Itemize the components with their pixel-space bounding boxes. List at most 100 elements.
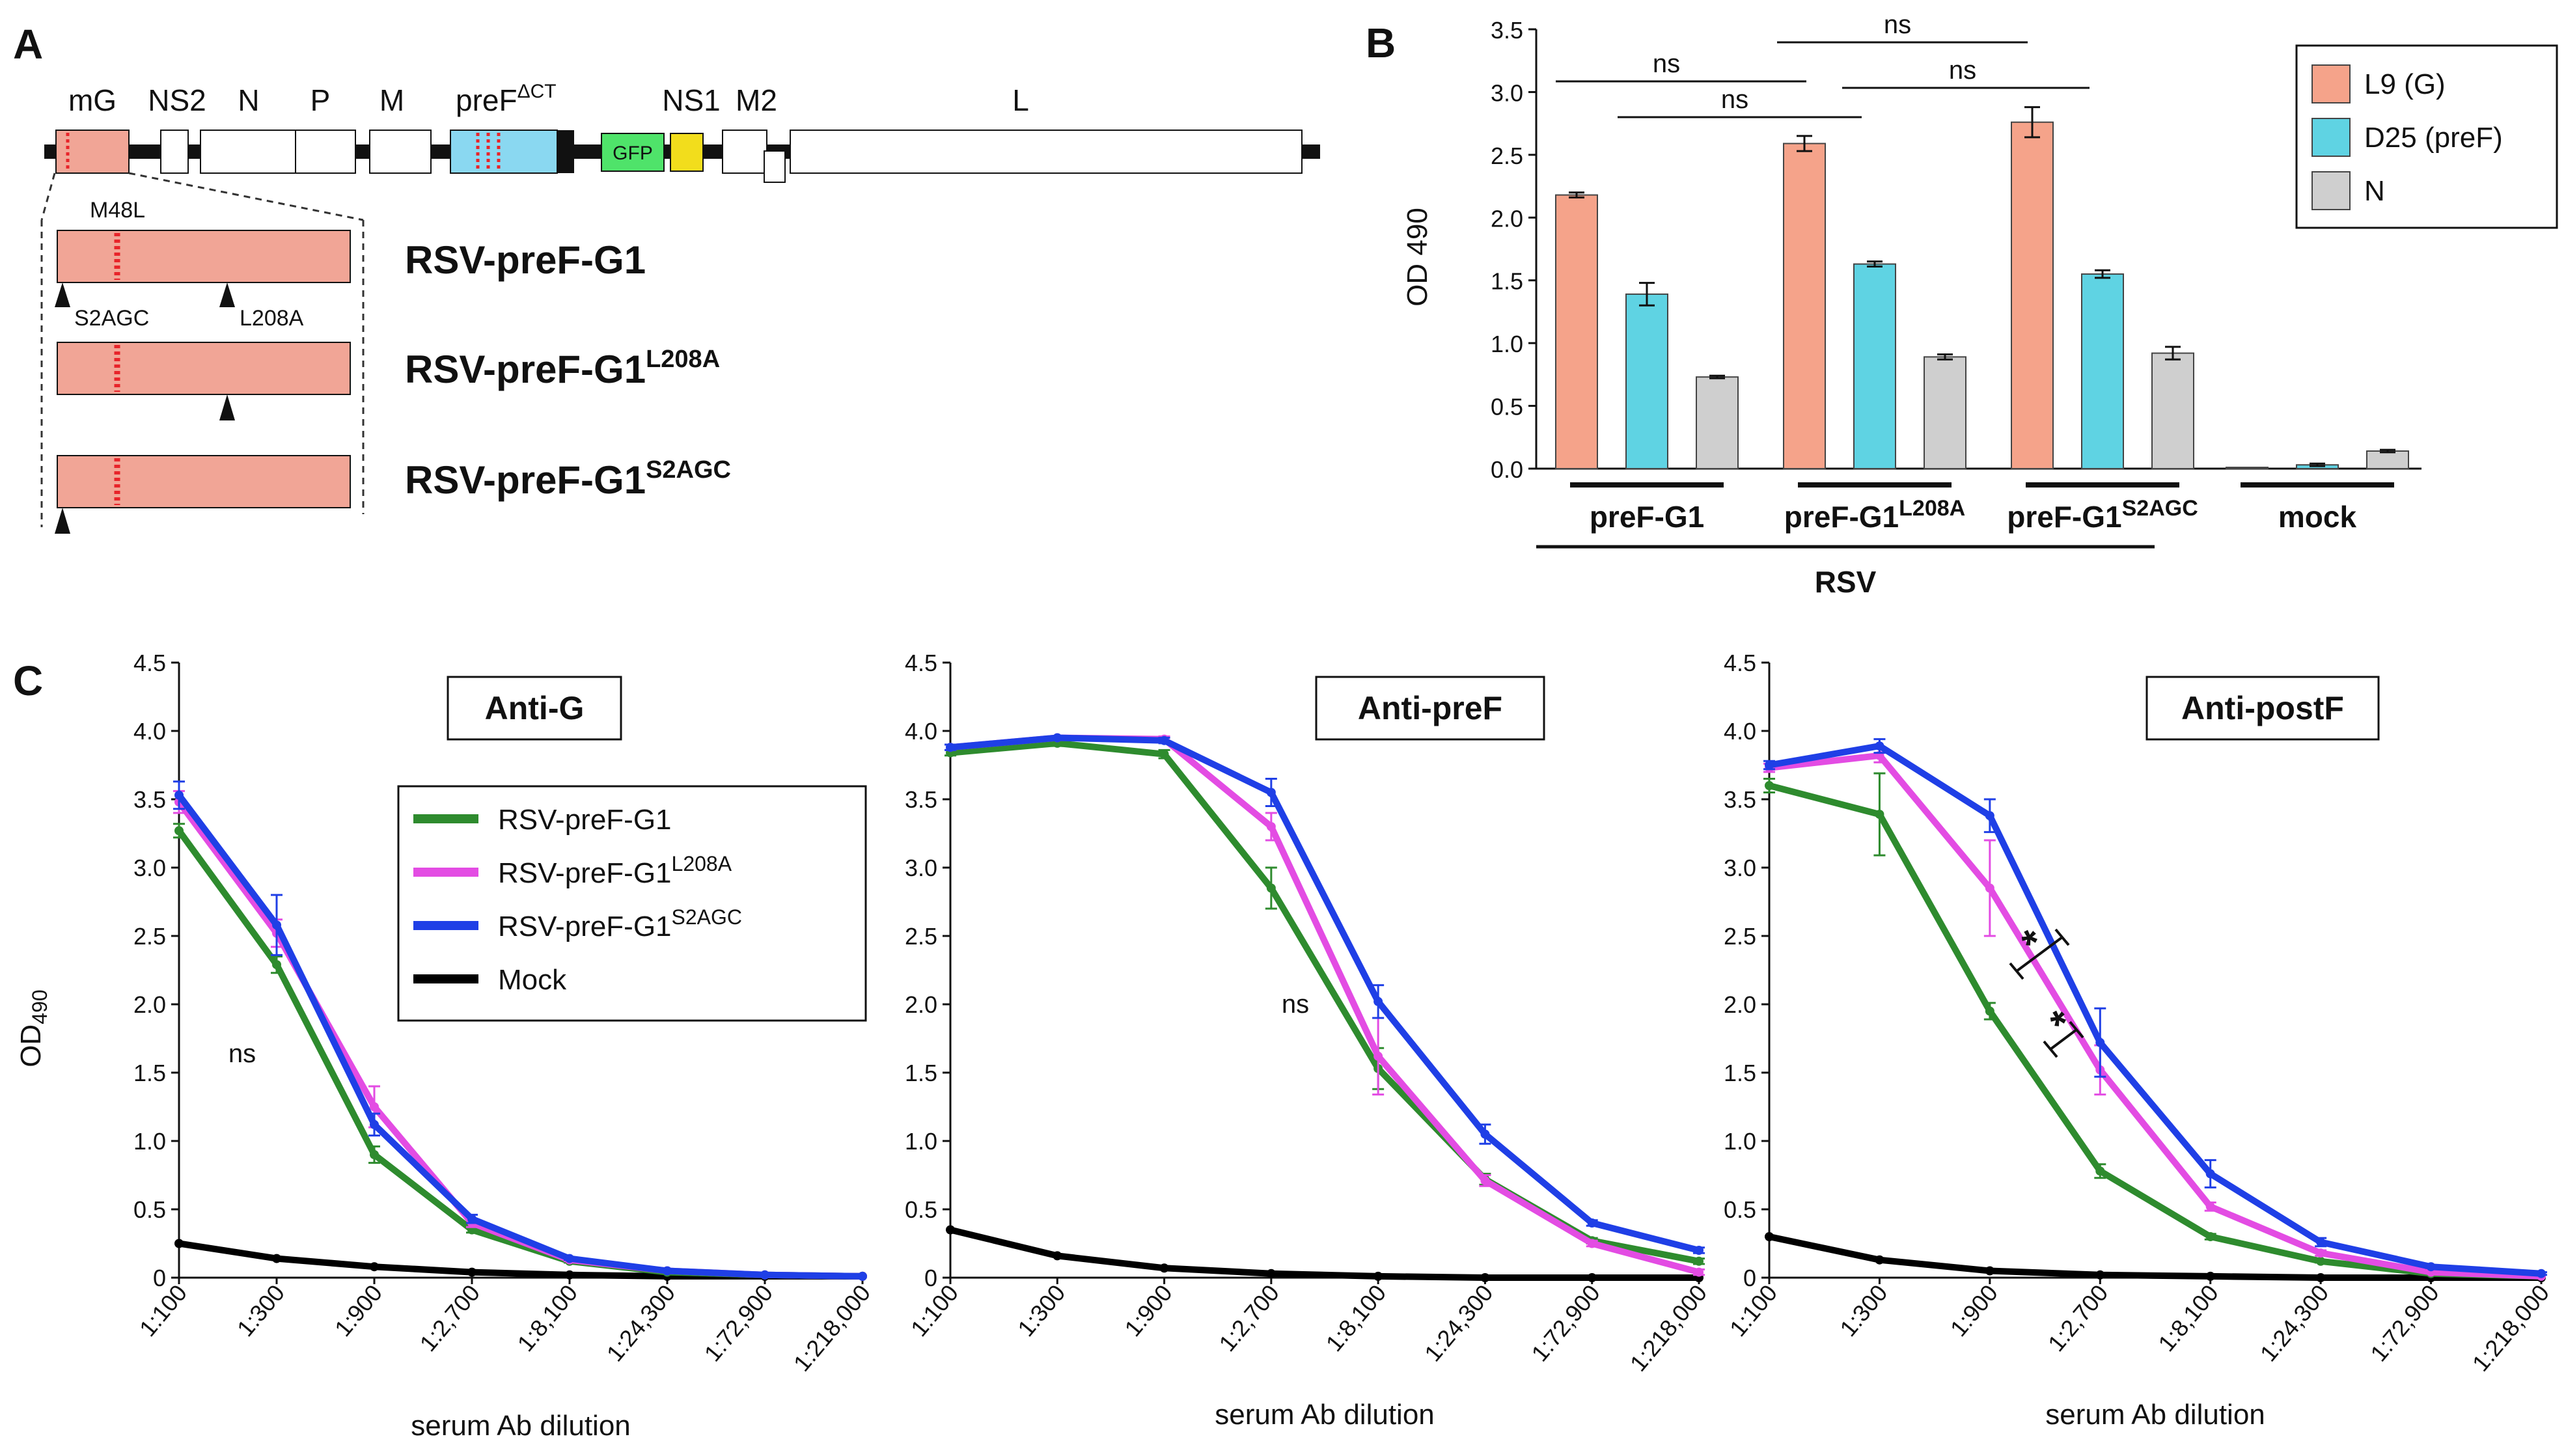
b-category-label: mock bbox=[2278, 500, 2357, 534]
c-data-point bbox=[1053, 733, 1062, 743]
c-title: Anti-preF bbox=[1358, 690, 1502, 726]
c-x-tick-label: 1:100 bbox=[134, 1280, 192, 1341]
c-series-line bbox=[1769, 752, 2542, 1280]
construct-label-s2agc: RSV-preF-G1S2AGC bbox=[405, 456, 731, 502]
c-data-point bbox=[2205, 1202, 2215, 1211]
gene-label-NS2: NS2 bbox=[148, 83, 206, 117]
c-x-tick-label: 1:2,700 bbox=[415, 1280, 486, 1356]
c-x-tick-label: 1:300 bbox=[1834, 1280, 1892, 1341]
c-title-box bbox=[1315, 676, 1545, 741]
c-title: Anti-postF bbox=[2181, 690, 2344, 726]
c-data-point bbox=[1765, 1232, 1774, 1241]
c-legend-label: RSV-preF-G1L208A bbox=[498, 852, 732, 889]
c-data-point bbox=[370, 1150, 379, 1159]
c-data-point bbox=[370, 1119, 379, 1129]
c-data-point bbox=[272, 920, 281, 930]
gene-label-L: L bbox=[1012, 83, 1029, 117]
c-x-tick-label: 1:24,300 bbox=[2255, 1280, 2334, 1367]
c-y-tick-label: 1.5 bbox=[133, 1060, 166, 1086]
b-significance: ns ns ns ns bbox=[1556, 10, 2090, 118]
construct-bar-l208a bbox=[57, 342, 351, 395]
c-ylabel: OD490 bbox=[15, 989, 51, 1067]
c-data-point bbox=[1266, 883, 1276, 893]
panel-b: B OD 490 0.00.51.01.52.02.53.03.5 nsnsns… bbox=[1366, 10, 2558, 599]
c-y-tick-label: 3.5 bbox=[133, 786, 166, 813]
c-data-point bbox=[1765, 760, 1774, 770]
c-x-tick-label: 1:2,700 bbox=[2043, 1280, 2114, 1356]
b-y-tick-label: 0.5 bbox=[1491, 394, 1523, 420]
mutation-label-m48l: M48L bbox=[90, 198, 145, 223]
gene-GFP bbox=[601, 133, 665, 172]
c-data-point bbox=[946, 743, 955, 752]
c-data-point bbox=[1159, 749, 1169, 759]
panel-b-label: B bbox=[1366, 20, 1396, 66]
c-x-tick-label: 1:100 bbox=[905, 1280, 963, 1341]
c-data-point bbox=[2205, 1232, 2215, 1241]
b-bars bbox=[1555, 106, 2409, 470]
panel-c-label: C bbox=[13, 657, 43, 704]
c-x-tick-label: 1:24,300 bbox=[601, 1280, 680, 1367]
b-legend: L9 (G) D25 (preF) N bbox=[2295, 44, 2558, 229]
c-x-tick-label: 1:2,700 bbox=[1213, 1280, 1284, 1356]
gene-N bbox=[200, 130, 296, 174]
c-data-point bbox=[1480, 1273, 1490, 1282]
c-x-tick-label: 1:218,000 bbox=[788, 1280, 876, 1377]
mutation-label-s2agc: S2AGC bbox=[74, 306, 149, 331]
c-data-point bbox=[2316, 1237, 2326, 1247]
b-legend-swatch bbox=[2311, 118, 2351, 157]
gene-label-mG: mG bbox=[68, 83, 117, 117]
c-data-point bbox=[2316, 1248, 2326, 1258]
b-y-tick-label: 2.0 bbox=[1491, 205, 1523, 232]
gene-label-P: P bbox=[310, 83, 331, 117]
c-y-tick-label: 1.5 bbox=[1724, 1060, 1756, 1086]
c-data-point bbox=[1373, 1051, 1383, 1061]
c-x-tick-label: 1:8,100 bbox=[2153, 1280, 2224, 1356]
construct-label-g1: RSV-preF-G1 bbox=[405, 238, 646, 282]
gene-label-M: M bbox=[379, 83, 404, 117]
b-category-label: preF-G1S2AGC bbox=[2007, 496, 2198, 534]
b-bar bbox=[1924, 356, 1966, 469]
c-xlabel: serum Ab dilution bbox=[2045, 1399, 2265, 1431]
c-sig-bracket bbox=[2069, 1021, 2084, 1039]
c-legend: RSV-preF-G1 RSV-preF-G1L208A RSV-preF-G1S2… bbox=[397, 785, 867, 1022]
c-y-tick-label: 2.5 bbox=[905, 923, 937, 950]
b-ns-label: ns bbox=[1721, 85, 1748, 114]
c-x-tick-label: 1:72,900 bbox=[2365, 1280, 2444, 1367]
b-bar bbox=[1783, 143, 1826, 469]
b-category-label: preF-G1 bbox=[1590, 500, 1704, 534]
c-y-tick-label: 2.0 bbox=[1724, 991, 1756, 1018]
b-legend-label: N bbox=[2364, 175, 2385, 207]
genome-map: GFP mG NS2 N P M preFΔCT NS1 M2 L bbox=[44, 81, 1320, 183]
b-legend-label: D25 (preF) bbox=[2364, 122, 2503, 154]
c-data-point bbox=[467, 1267, 476, 1277]
gene-label-N: N bbox=[238, 83, 259, 117]
c-x-tick-label: 1:100 bbox=[1724, 1280, 1782, 1341]
c-y-tick-label: 0.5 bbox=[905, 1196, 937, 1223]
construct-zoom: M48L S2AGC L208A RSV-preF-G1 RSV-preF-G1… bbox=[40, 172, 731, 534]
c-y-tick-label: 4.0 bbox=[905, 718, 937, 745]
gene-M2-2 bbox=[764, 150, 786, 183]
c-y-tick-label: 1.0 bbox=[133, 1128, 166, 1155]
c-data-point bbox=[1053, 1251, 1062, 1261]
gene-P bbox=[295, 130, 356, 174]
c-data-point bbox=[1985, 883, 1994, 893]
c-series-line bbox=[1769, 743, 2542, 1277]
c-y-tick-label: 4.0 bbox=[1724, 718, 1756, 745]
c-annotation: ns bbox=[1282, 990, 1309, 1019]
c-x-tick-label: 1:900 bbox=[1945, 1280, 2003, 1341]
b-y-axis: 0.0 0.5 1.0 1.5 2.0 2.5 3.0 3.5 bbox=[1491, 17, 2421, 483]
c-data-point bbox=[467, 1214, 476, 1224]
panel-a-label: A bbox=[13, 21, 43, 68]
c-sig-bracket bbox=[2049, 1028, 2078, 1051]
b-y-tick-label: 2.5 bbox=[1491, 143, 1523, 169]
c-series-line bbox=[176, 793, 863, 1280]
b-category-label: preF-G1L208A bbox=[1784, 496, 1965, 534]
panel-a: A GFP mG NS2 N P M preFΔCT bbox=[13, 21, 1320, 534]
c-data-point bbox=[2095, 1270, 2105, 1280]
b-y-tick-label: 3.0 bbox=[1491, 79, 1523, 106]
c-y-tick-label: 1.5 bbox=[905, 1060, 937, 1086]
c-data-point bbox=[1480, 1129, 1490, 1139]
gene-L bbox=[790, 130, 1303, 174]
zoom-line bbox=[128, 172, 364, 221]
